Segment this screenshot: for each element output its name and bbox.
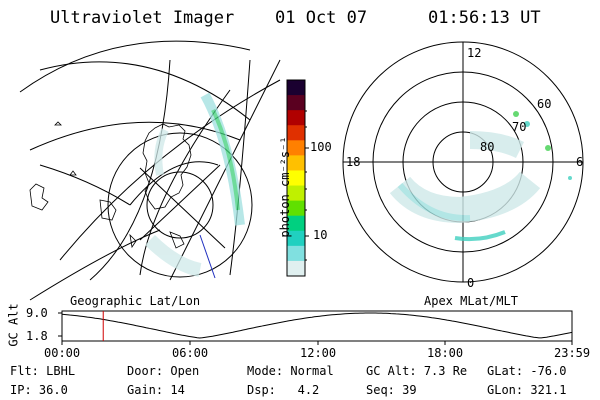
footer-ip: IP: 36.0 (10, 383, 68, 397)
left-aurora (145, 92, 245, 277)
altitude-curve (61, 312, 573, 339)
footer-glat: GLat: -76.0 (487, 364, 567, 378)
colorbar-swatch (287, 80, 305, 96)
altitude-xtick-4: 23:59 (554, 346, 591, 360)
altitude-xtick-1: 06:00 (172, 346, 209, 360)
altitude-ytick-low: 1.8 (26, 329, 48, 343)
colorbar (286, 79, 306, 277)
footer-dsp: Dsp: 4.2 (247, 383, 320, 397)
colorbar-swatch (287, 260, 305, 277)
altitude-plot (58, 310, 573, 345)
colorbar-tick-10: 10 (313, 228, 328, 242)
colorbar-swatch (287, 215, 305, 232)
footer-gain: Gain: 14 (127, 383, 185, 397)
header-title: Ultraviolet Imager (50, 8, 235, 28)
colorbar-swatch (287, 230, 305, 247)
colorbar-swatch (287, 185, 305, 202)
altitude-xtick-0: 00:00 (44, 346, 81, 360)
altitude-ylabel: GC Alt (6, 303, 21, 347)
colorbar-swatch (287, 140, 305, 156)
colorbar-frame (286, 79, 306, 277)
footer-door: Door: Open (127, 364, 200, 378)
lat-label-80: 80 (480, 140, 495, 154)
colorbar-swatch (287, 155, 305, 171)
colorbar-swatch (287, 95, 305, 111)
colorbar-swatch (287, 200, 305, 217)
right-map-caption: Apex MLat/MLT (424, 294, 518, 308)
header-time: 01:56:13 UT (428, 8, 541, 28)
right-aurora (389, 111, 572, 242)
polar-grid (342, 41, 584, 283)
altitude-xtick-3: 18:00 (427, 346, 464, 360)
altitude-xtick-2: 12:00 (300, 346, 337, 360)
lat-label-60: 60 (537, 97, 552, 111)
footer-seq: Seq: 39 (366, 383, 417, 397)
colorbar-swatch (287, 245, 305, 262)
footer-mode: Mode: Normal (247, 364, 334, 378)
mlt-label-12: 12 (467, 46, 482, 60)
footer-flt: Flt: LBHL (10, 364, 76, 378)
left-map-caption: Geographic Lat/Lon (70, 294, 201, 308)
colorbar-swatch (287, 170, 305, 187)
colorbar-swatch (287, 110, 305, 126)
footer-gc-alt: GC Alt: 7.3 Re (366, 364, 468, 378)
mlt-label-18: 18 (346, 155, 361, 169)
geographic-grid (19, 40, 281, 301)
terminator-line (199, 234, 216, 279)
colorbar-swatch (287, 125, 305, 141)
colorbar-axis (305, 110, 309, 261)
lat-label-70: 70 (512, 120, 527, 134)
colorbar-tick-100: 100 (310, 140, 332, 154)
footer-glon: GLon: 321.1 (487, 383, 567, 397)
mlt-label-0: 0 (467, 276, 475, 290)
mlt-label-6: 6 (576, 155, 584, 169)
header-date: 01 Oct 07 (275, 8, 368, 28)
altitude-ytick-high: 9.0 (26, 306, 48, 320)
coastlines (29, 121, 192, 249)
colorbar-unit-label: photon cm⁻²s⁻¹ (278, 136, 292, 238)
